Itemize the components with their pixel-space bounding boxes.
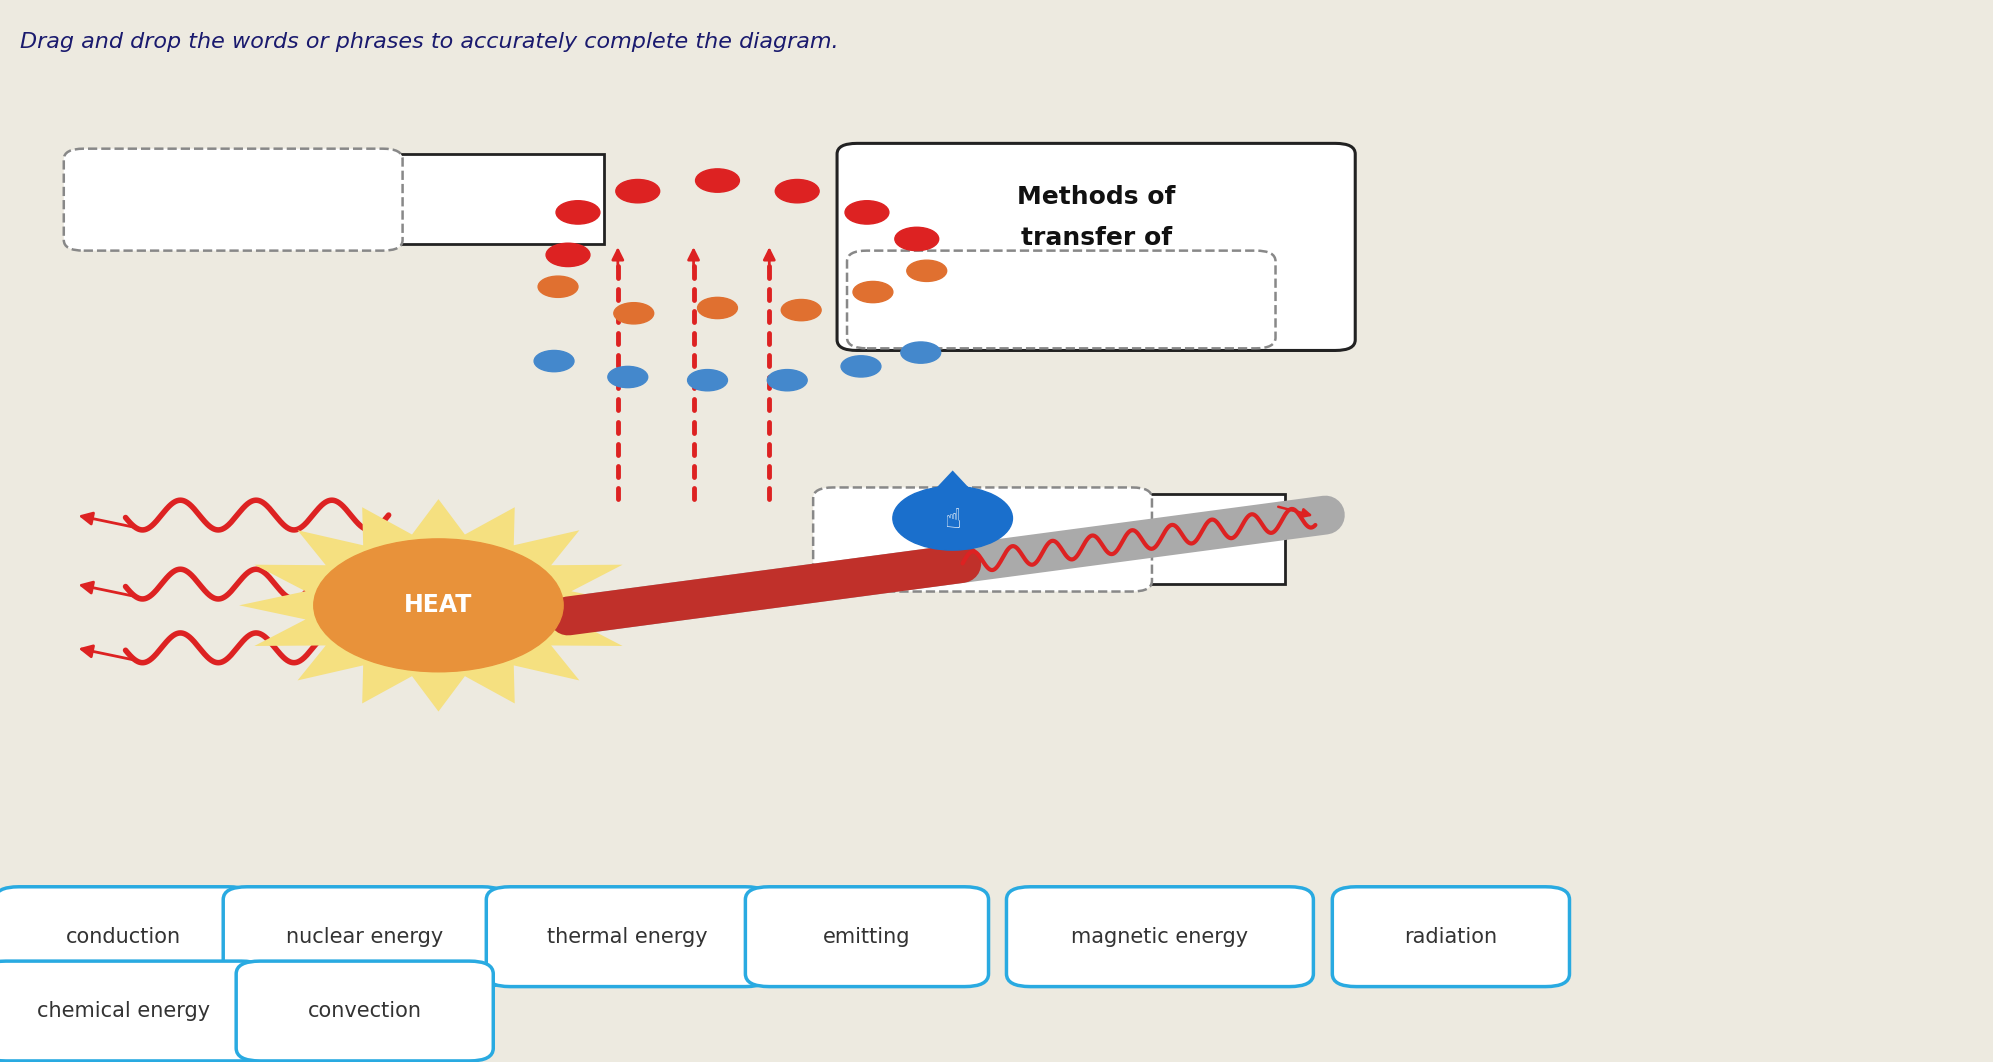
- FancyBboxPatch shape: [223, 887, 506, 987]
- Text: Methods of: Methods of: [1016, 185, 1176, 209]
- Text: nuclear energy: nuclear energy: [287, 927, 442, 946]
- FancyBboxPatch shape: [64, 149, 403, 251]
- FancyBboxPatch shape: [1006, 887, 1313, 987]
- Circle shape: [698, 297, 737, 319]
- FancyBboxPatch shape: [813, 487, 1152, 592]
- Text: magnetic energy: magnetic energy: [1072, 927, 1248, 946]
- FancyBboxPatch shape: [237, 961, 492, 1061]
- FancyBboxPatch shape: [0, 887, 251, 987]
- Circle shape: [781, 299, 821, 321]
- Circle shape: [616, 179, 660, 203]
- Text: conduction: conduction: [66, 927, 181, 946]
- FancyBboxPatch shape: [486, 887, 769, 987]
- FancyBboxPatch shape: [76, 154, 604, 244]
- Circle shape: [907, 260, 947, 281]
- Text: emitting: emitting: [823, 927, 911, 946]
- Text: chemical energy: chemical energy: [38, 1001, 209, 1021]
- FancyBboxPatch shape: [1331, 887, 1570, 987]
- Circle shape: [901, 342, 941, 363]
- Circle shape: [556, 201, 600, 224]
- Circle shape: [688, 370, 727, 391]
- Text: transfer of: transfer of: [1020, 225, 1172, 250]
- Circle shape: [845, 201, 889, 224]
- Text: radiation: radiation: [1405, 927, 1497, 946]
- Circle shape: [538, 276, 578, 297]
- Circle shape: [696, 169, 739, 192]
- Circle shape: [614, 303, 654, 324]
- Polygon shape: [239, 499, 638, 712]
- FancyBboxPatch shape: [847, 251, 1276, 348]
- FancyBboxPatch shape: [837, 143, 1355, 350]
- Circle shape: [546, 243, 590, 267]
- Circle shape: [895, 227, 939, 251]
- Text: HEAT: HEAT: [405, 594, 472, 617]
- Circle shape: [608, 366, 648, 388]
- FancyBboxPatch shape: [0, 961, 265, 1061]
- Circle shape: [767, 370, 807, 391]
- Text: ☝: ☝: [945, 506, 961, 534]
- Text: Drag and drop the words or phrases to accurately complete the diagram.: Drag and drop the words or phrases to ac…: [20, 33, 839, 52]
- Circle shape: [534, 350, 574, 372]
- Text: thermal energy: thermal energy: [548, 927, 708, 946]
- Text: convection: convection: [307, 1001, 423, 1021]
- FancyBboxPatch shape: [827, 494, 1285, 584]
- Polygon shape: [929, 470, 977, 496]
- Circle shape: [313, 538, 564, 672]
- Circle shape: [775, 179, 819, 203]
- FancyBboxPatch shape: [745, 887, 989, 987]
- Circle shape: [841, 356, 881, 377]
- Circle shape: [893, 486, 1012, 550]
- Circle shape: [853, 281, 893, 303]
